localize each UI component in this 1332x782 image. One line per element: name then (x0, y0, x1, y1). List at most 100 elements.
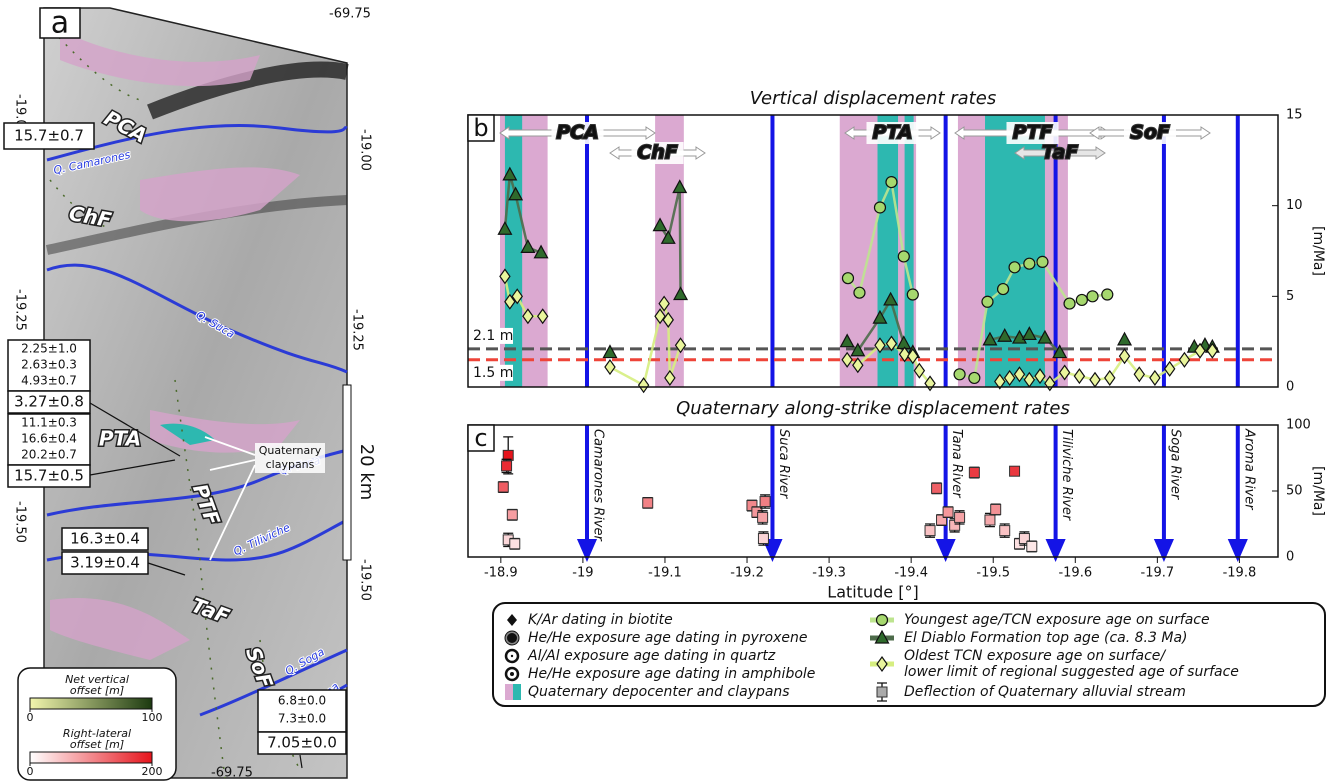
y-tick-label: 15 (1286, 108, 1303, 123)
legend-label: Youngest age/TCN exposure age on surface (904, 612, 1210, 628)
marker-triangle (603, 346, 616, 358)
scale-label: 20 km (356, 444, 377, 501)
legend-marker (510, 672, 514, 676)
chart-title: Vertical displacement rates (750, 88, 996, 109)
depocenter-band (505, 115, 522, 387)
marker-circle (1076, 294, 1087, 305)
marker-circle (969, 372, 980, 383)
x-tick-label: -19.5 (976, 566, 1010, 581)
marker-triangle (1118, 333, 1131, 345)
marker-square (758, 534, 768, 544)
fault-label: PTA (872, 122, 912, 144)
x-tick-label: -19 (572, 566, 593, 581)
colorbar (30, 752, 152, 763)
river-label: Soga River (1167, 429, 1182, 501)
x-tick-label: -19.4 (894, 566, 928, 581)
marker-circle (1009, 262, 1020, 273)
colorbar-tick-label: 200 (142, 765, 163, 778)
reference-label: 2.1 m (473, 328, 513, 344)
panel-label: b (473, 114, 488, 142)
y-tick-label: 5 (1286, 289, 1294, 304)
marker-circle (1087, 291, 1098, 302)
colorbar-title: offset [m] (70, 684, 124, 697)
marker-square (1000, 526, 1010, 536)
marker-square (985, 515, 995, 525)
marker-circle (1102, 289, 1113, 300)
marker-diamond (1150, 371, 1160, 385)
claypans-label: Quaternary (259, 444, 322, 457)
reference-label: 1.5 m (473, 365, 513, 381)
scale-bar (343, 385, 351, 560)
x-tick-label: -19.2 (730, 566, 764, 581)
figure: a -69.75 -69.75 -19.00 -19.25 -19.50 -19… (0, 0, 1332, 782)
x-tick-label: -19.3 (812, 566, 846, 581)
marker-square (925, 526, 935, 536)
y-tick-label: 0 (1286, 380, 1294, 395)
value-box-text: 15.7±0.7 (14, 127, 84, 145)
fault-label: PTA (99, 427, 141, 451)
y-axis-label: [m/Ma] (1310, 466, 1326, 516)
lon-label: -69.75 (211, 766, 253, 781)
marker-diamond (605, 360, 615, 374)
river-label: Camarones River (590, 429, 605, 542)
map-panel: a -69.75 -69.75 -19.00 -19.25 -19.50 -19… (4, 6, 377, 781)
marker-square (498, 482, 508, 492)
y-tick-label: 100 (1286, 418, 1311, 433)
river-label: Tana River (949, 429, 964, 499)
value-box-text: 4.93±0.7 (21, 374, 77, 388)
marker-diamond (1165, 362, 1175, 376)
fault-label: ChF (637, 142, 677, 164)
value-box-text: 3.27±0.8 (14, 393, 84, 411)
lat-label: -19.50 (358, 559, 373, 601)
legend-label: K/Ar dating in biotite (528, 612, 673, 628)
marker-square (969, 468, 979, 478)
legend-label: Al/Al exposure age dating in quartz (527, 648, 776, 664)
marker-square (943, 507, 953, 517)
river-label: Tiliviche River (1059, 429, 1074, 522)
colorbar-tick-label: 100 (142, 711, 163, 724)
legend-label: Oldest TCN exposure age on surface/ (904, 648, 1166, 664)
fault-label: TaF (1042, 142, 1079, 164)
legend-marker (877, 615, 888, 626)
lon-label: -69.75 (329, 7, 371, 22)
marker-square (507, 510, 517, 520)
value-box-text: 20.2±0.7 (21, 448, 77, 462)
marker-circle (886, 177, 897, 188)
value-box-text: 6.8±0.0 (278, 694, 326, 708)
colorbar (30, 698, 152, 709)
value-box-text: 7.3±0.0 (278, 712, 326, 726)
y-axis-label: [m/Ma] (1310, 226, 1326, 276)
lat-label: -19.25 (350, 309, 365, 351)
legend-label: El Diablo Formation top age (ca. 8.3 Ma) (904, 630, 1187, 646)
x-tick-label: -19.6 (1058, 566, 1092, 581)
river-label: Suca River (776, 429, 791, 500)
legend-swatch (513, 684, 521, 700)
value-box-text: 7.05±0.0 (267, 734, 337, 752)
panel-label: c (474, 424, 487, 452)
marker-square (932, 483, 942, 493)
marker-diamond (1074, 369, 1084, 383)
marker-circle (982, 296, 993, 307)
x-axis-label: Latitude [°] (827, 583, 918, 602)
marker-circle (954, 369, 965, 380)
legend-label: lower limit of regional suggested age of… (904, 664, 1239, 680)
marker-circle (874, 202, 885, 213)
fault-label: PTF (1013, 122, 1053, 144)
lat-label: -19.00 (358, 129, 373, 171)
chart-title: Quaternary along-strike displacement rat… (676, 398, 1070, 419)
x-tick-label: -19.8 (1223, 566, 1257, 581)
river-label: Aroma River (1241, 428, 1256, 511)
value-box-text: 11.1±0.3 (21, 416, 77, 430)
marker-square (1010, 466, 1020, 476)
x-tick-label: -18.9 (484, 566, 518, 581)
legend-label: Quaternary depocenter and claypans (528, 684, 790, 700)
marker-circle (1024, 258, 1035, 269)
marker-circle (907, 289, 918, 300)
marker-square (502, 461, 512, 471)
marker-circle (898, 251, 909, 262)
panel-label: a (51, 6, 69, 41)
marker-square (991, 504, 1001, 514)
x-tick-label: -19.7 (1141, 566, 1175, 581)
value-box-text: 2.63±0.3 (21, 358, 77, 372)
legend-label: He/He exposure age dating in pyroxene (528, 630, 807, 646)
